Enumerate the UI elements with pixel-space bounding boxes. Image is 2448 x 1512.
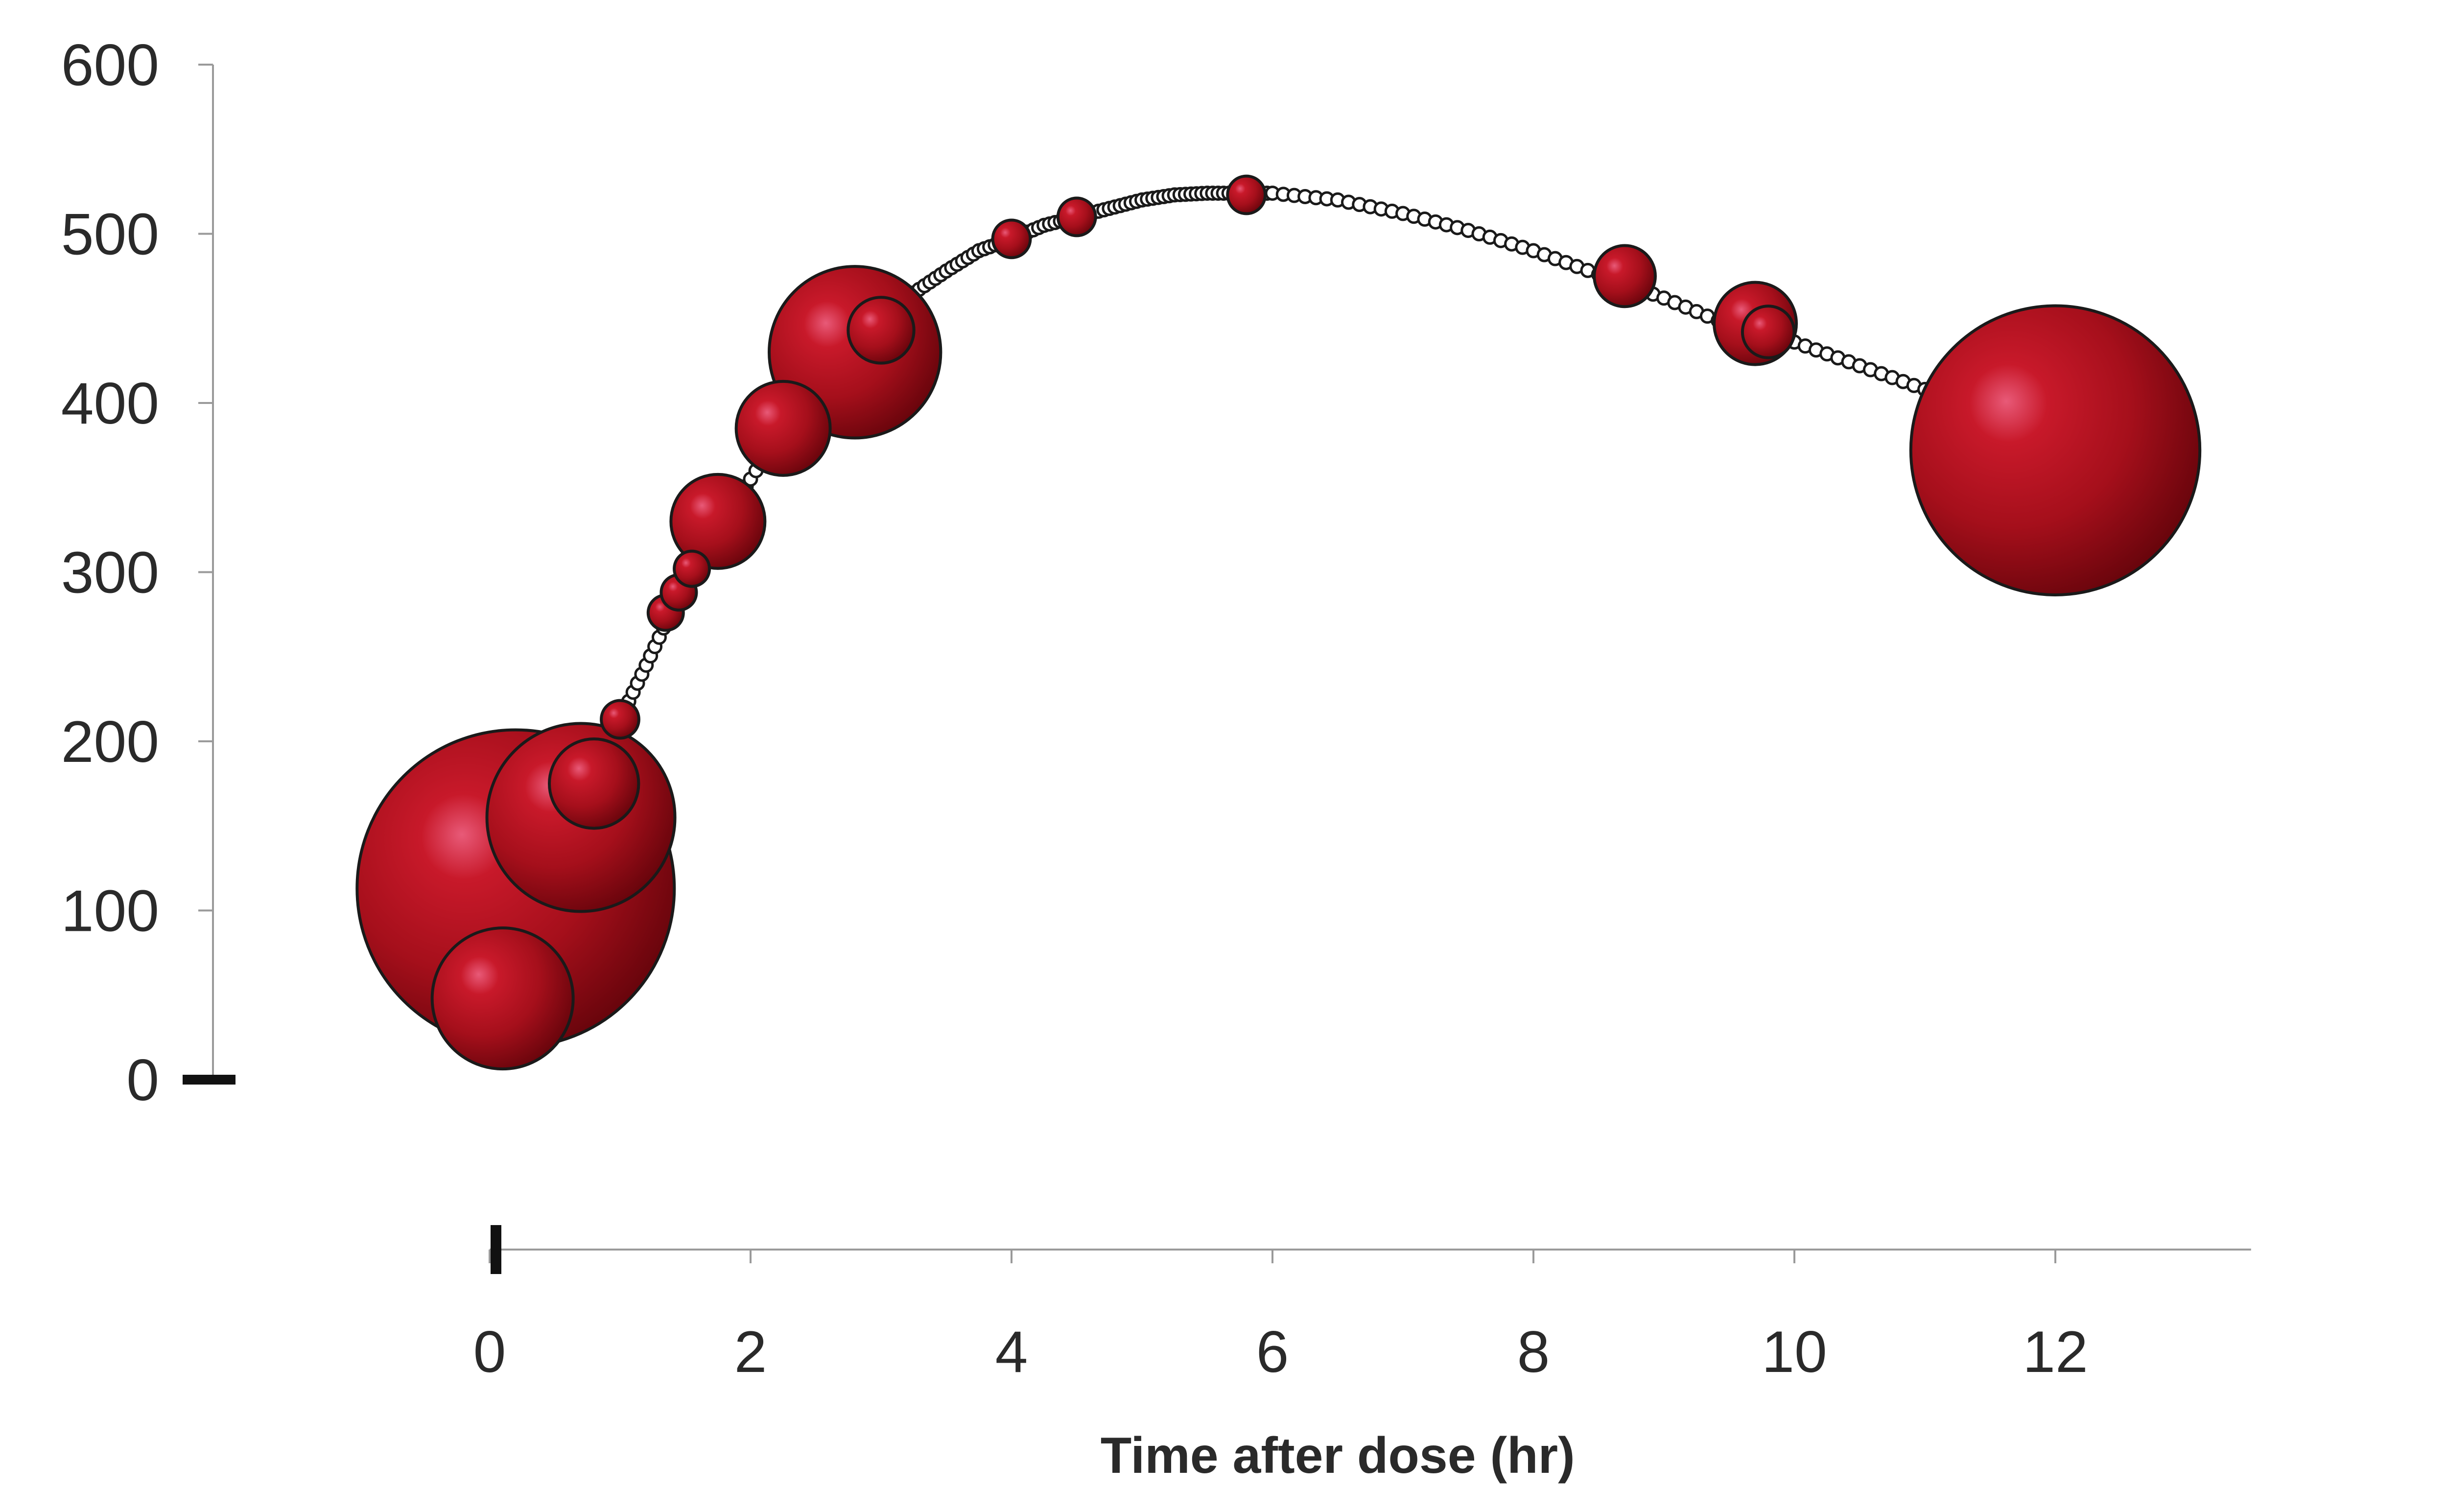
x-tick-label: 10: [1762, 1319, 1827, 1385]
bubble-series: [355, 174, 2202, 1071]
data-bubble: [430, 926, 575, 1071]
x-tick-label: 4: [995, 1319, 1028, 1385]
data-bubble: [991, 218, 1032, 260]
y-tick-label: 200: [61, 709, 159, 775]
y-tick-label: 400: [61, 371, 159, 436]
y-tick-label: 0: [126, 1047, 159, 1113]
x-tick-label: 6: [1256, 1319, 1289, 1385]
data-bubble: [1226, 174, 1267, 215]
y-tick-label: 100: [61, 878, 159, 944]
data-bubble: [847, 296, 916, 365]
y-zero-marker: [183, 1075, 235, 1085]
data-bubble: [1909, 304, 2202, 596]
x-tick-label: 0: [473, 1319, 506, 1385]
x-tick-label: 2: [734, 1319, 767, 1385]
y-tick-label: 300: [61, 540, 159, 606]
x-axis: 0 2 4 6 8 10 12: [473, 1225, 2251, 1385]
data-bubble: [548, 737, 640, 830]
data-bubble: [1056, 196, 1097, 237]
y-tick-label: 500: [61, 202, 159, 267]
data-bubble: [734, 379, 832, 477]
x-zero-marker: [491, 1225, 501, 1274]
data-bubble: [1741, 305, 1796, 359]
x-axis-title: Time after dose (hr): [1101, 1427, 1575, 1484]
data-bubble: [600, 699, 640, 740]
data-bubble: [673, 549, 711, 588]
y-tick-label: 600: [61, 32, 159, 98]
data-bubble: [669, 472, 767, 570]
x-tick-label: 12: [2023, 1319, 2088, 1385]
x-tick-label: 8: [1517, 1319, 1550, 1385]
y-axis: 0 100 200 300 400 500 600: [61, 32, 235, 1113]
data-bubble: [1593, 244, 1657, 308]
